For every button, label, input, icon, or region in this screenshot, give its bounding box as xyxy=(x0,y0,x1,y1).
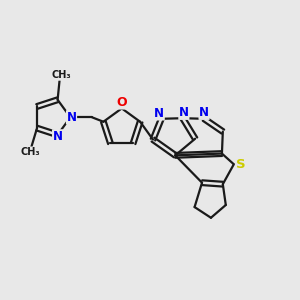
Text: N: N xyxy=(199,106,209,119)
Text: N: N xyxy=(179,106,189,119)
Text: N: N xyxy=(52,130,63,143)
Text: CH₃: CH₃ xyxy=(20,147,40,157)
Text: N: N xyxy=(154,107,164,120)
Text: N: N xyxy=(67,111,76,124)
Text: CH₃: CH₃ xyxy=(51,70,71,80)
Text: S: S xyxy=(236,158,245,171)
Text: O: O xyxy=(116,96,127,109)
